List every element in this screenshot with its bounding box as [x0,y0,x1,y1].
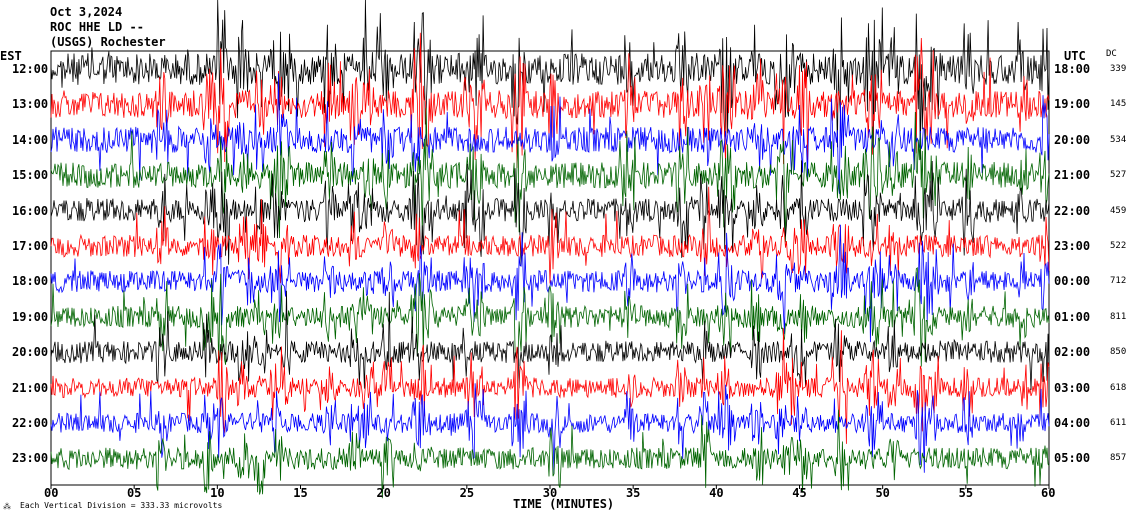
dc-value: 850 [1110,347,1127,358]
trace-2100 [50,328,1050,444]
dc-value: 857 [1110,453,1127,464]
utc-row-label: 23:00 [1054,239,1091,253]
utc-row-label: 18:00 [1054,62,1091,76]
utc-row-label: 04:00 [1054,416,1091,430]
dc-value: 811 [1110,311,1127,322]
dc-value: 534 [1110,134,1127,145]
right-timezone-label: UTC [1064,49,1086,63]
trace-1500 [50,108,1050,243]
est-row-label: 17:00 [12,239,49,253]
x-tick-label: 35 [625,486,641,500]
trace-1900 [50,267,1050,370]
trace-2300 [50,409,1050,499]
est-row-label: 13:00 [12,97,49,112]
dc-header: DC [1106,49,1117,59]
utc-row-label: 02:00 [1054,345,1091,360]
dc-value: 459 [1110,205,1127,216]
est-row-label: 19:00 [12,309,49,324]
trace-2200 [50,383,1050,474]
utc-row-label: 01:00 [1054,309,1091,324]
x-tick-label: 25 [459,486,475,500]
utc-row-label: 03:00 [1054,380,1091,395]
est-row-label: 12:00 [12,62,49,76]
trace-1700 [50,186,1050,284]
plot-frame [50,50,1050,486]
footer-note: Each Vertical Division = 333.33 microvol… [20,501,223,510]
dc-value: 611 [1110,418,1127,428]
left-timezone-label: EST [0,49,22,63]
x-tick-label: 50 [875,486,890,500]
x-tick-label: 40 [709,486,724,500]
header-location: (USGS) Rochester [50,35,166,49]
dc-value: 145 [1110,99,1127,110]
small-glyph: ⁂ [3,502,11,511]
trace-1300 [50,32,1050,170]
x-tick-label: 00 [44,486,59,500]
dc-value: 527 [1110,170,1127,181]
est-row-label: 22:00 [12,416,49,430]
utc-row-label: 21:00 [1054,168,1091,183]
trace-1400 [50,73,1050,194]
x-tick-label: 55 [958,486,974,500]
x-tick-label: 10 [210,486,225,500]
dc-value: 712 [1110,276,1127,287]
trace-1600 [50,160,1050,267]
x-tick-label: 45 [792,486,807,500]
header-date: Oct 3,2024 [50,5,123,19]
dc-value: 339 [1110,64,1127,74]
trace-2000 [50,290,1050,391]
dc-value: 618 [1110,382,1127,393]
est-row-label: 14:00 [12,132,49,147]
utc-row-label: 05:00 [1054,451,1091,466]
x-tick-label: 20 [376,486,391,500]
x-tick-label: 60 [1041,486,1056,500]
x-axis-label: TIME (MINUTES) [513,497,615,511]
x-tick-label: 15 [293,486,308,500]
x-tick-label: 05 [126,486,142,500]
dc-value: 522 [1110,241,1127,251]
est-row-label: 18:00 [12,274,49,289]
est-row-label: 16:00 [12,203,49,218]
utc-row-label: 22:00 [1054,203,1091,218]
est-row-label: 15:00 [12,168,49,183]
trace-1200 [50,0,1050,160]
est-row-label: 23:00 [12,451,49,466]
header-station: ROC HHE LD -- [50,20,144,34]
utc-row-label: 20:00 [1054,132,1091,147]
utc-row-label: 19:00 [1054,97,1091,112]
x-tick-label: 30 [542,486,558,500]
utc-row-label: 00:00 [1054,274,1091,289]
est-row-label: 21:00 [12,380,49,395]
est-row-label: 20:00 [12,345,49,360]
